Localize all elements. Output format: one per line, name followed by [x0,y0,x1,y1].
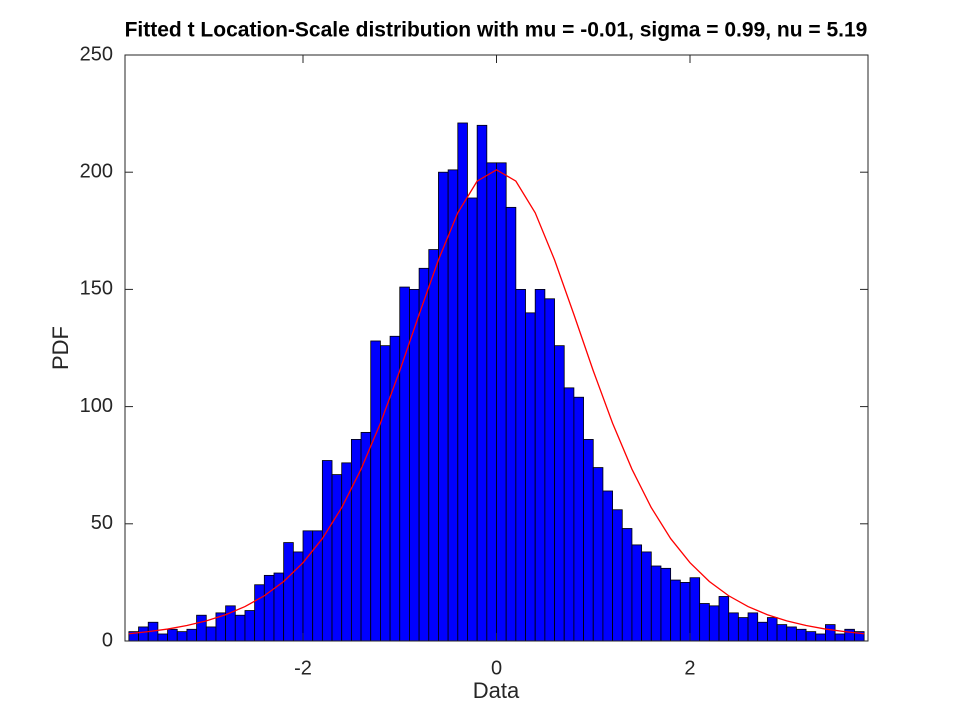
bar [737,617,749,642]
bar [138,626,149,642]
x-axis-label: Data [473,678,520,703]
x-tick-label: 0 [491,657,502,679]
bar [834,633,846,642]
y-tick-label: 250 [80,43,113,65]
bar [428,249,439,642]
bar [302,530,314,642]
bar [631,544,643,642]
bar [196,614,207,642]
y-tick-label: 100 [80,395,113,417]
bar [825,624,836,642]
bar [438,171,449,642]
bar [641,551,652,642]
bar [380,345,391,642]
bar [660,567,672,642]
bar [292,551,304,642]
fit-curve [128,169,865,635]
bar [205,626,217,642]
bar [341,462,352,642]
bar [718,596,730,642]
x-tick-label: 2 [684,657,695,679]
bar [321,460,333,642]
bar [563,387,575,642]
bar [573,396,584,642]
bar [670,579,681,642]
bar [728,612,739,642]
bar [525,312,536,642]
bar [350,439,362,642]
bar [457,122,468,642]
bar [176,631,188,642]
bar [650,565,662,642]
bar [418,267,430,642]
bar [409,288,420,642]
bar [399,286,410,642]
y-tick-label: 0 [102,629,113,651]
x-tick-label: -2 [294,657,312,679]
bar [254,584,265,642]
y-tick-label: 150 [80,278,113,300]
bar [602,490,613,642]
bar [496,162,507,642]
bar [331,474,343,642]
bar [167,628,178,642]
chart-title: Fitted t Location-Scale distribution wit… [125,19,868,42]
bar [515,288,526,642]
bar [157,633,168,642]
bar [699,603,710,642]
bar [505,206,517,642]
y-tick-label: 200 [80,160,113,182]
bar [776,624,788,642]
bar [592,467,604,642]
bar [757,621,768,642]
bar [263,574,275,642]
bar [283,542,294,642]
y-axis-label: PDF [48,326,73,370]
y-tick-label: 50 [91,512,113,534]
bar [612,509,623,642]
bar [747,612,759,642]
bar [360,431,372,642]
bar [186,628,197,642]
bar [234,614,246,642]
bar [534,288,546,642]
bar [544,298,555,642]
bar [244,610,256,642]
bar [786,626,797,642]
bar [476,124,488,642]
bar [486,162,497,642]
bar [554,345,565,642]
bar [796,628,807,642]
bar [815,633,826,642]
bar [312,530,323,642]
bar [370,340,381,642]
bar [467,197,478,642]
bar [583,439,594,642]
bar [447,169,459,642]
bar [766,617,778,642]
bar [708,605,720,642]
bar [621,528,633,642]
bar [805,631,817,642]
bar [689,577,701,642]
bar [679,582,691,642]
bar [844,628,855,642]
